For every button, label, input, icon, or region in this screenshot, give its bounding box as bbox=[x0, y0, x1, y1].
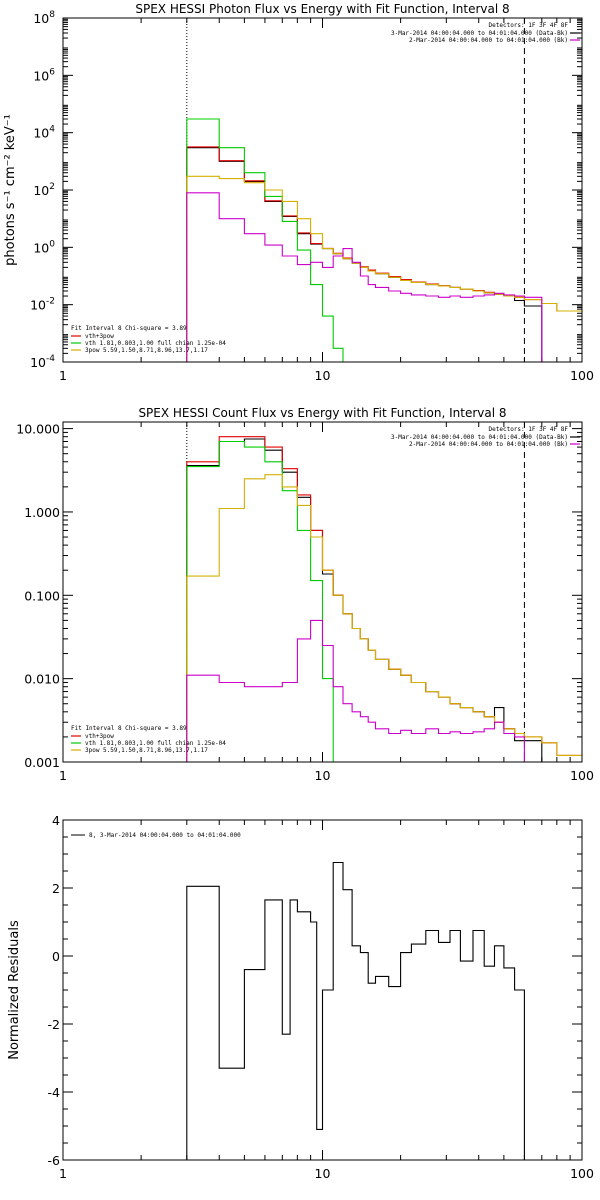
y-tick-label: 0 bbox=[52, 949, 60, 964]
series-3pow bbox=[186, 474, 582, 762]
x-tick-label: 1 bbox=[59, 1166, 67, 1181]
legend-top-line: 3-Mar-2014 04:00:04.000 to 04:01:04.000 … bbox=[391, 30, 568, 37]
legend-bottom-line: vth 1.81,0.803,1.00 full chian 1.25e-04 bbox=[85, 340, 226, 347]
legend-bottom-line: vth+3pow bbox=[85, 333, 114, 340]
legend-bottom-line: vth+3pow bbox=[85, 733, 114, 740]
series-vth-3pow bbox=[186, 436, 582, 762]
series-bk bbox=[186, 192, 543, 362]
y-tick-label: -4 bbox=[48, 1085, 61, 1100]
y-tick-label: 108 bbox=[33, 10, 55, 26]
series-vth bbox=[186, 440, 343, 762]
legend-bottom-line: 3pow 5.59,1.50,8.71,8.96,13.7,1.17 bbox=[85, 747, 208, 754]
legend-bottom-heading: Fit Interval 8 Chi-square = 3.89 bbox=[71, 725, 187, 732]
legend-top-line: 2-Mar-2014 04:00:04.000 to 04:01:04.000 … bbox=[409, 441, 568, 448]
y-tick-label: 0.001 bbox=[24, 755, 60, 770]
x-tick-label: 100 bbox=[570, 768, 594, 783]
y-tick-label: 4 bbox=[52, 813, 60, 828]
plot-frame bbox=[62, 819, 583, 1161]
x-tick-label: 100 bbox=[570, 368, 594, 383]
series-vth-3pow bbox=[186, 146, 582, 362]
plot-frame bbox=[62, 17, 583, 363]
series-data-bk bbox=[186, 147, 543, 362]
chart-title: SPEX HESSI Photon Flux vs Energy with Fi… bbox=[135, 2, 509, 16]
x-tick-label: 10 bbox=[315, 368, 331, 383]
legend-top-line: 2-Mar-2014 04:00:04.000 to 04:01:04.000 … bbox=[409, 37, 568, 44]
x-tick-label: 1 bbox=[59, 368, 67, 383]
y-axis-label: Normalized Residuals bbox=[7, 920, 22, 1060]
y-tick-label: 2 bbox=[52, 881, 60, 896]
legend-label: 8, 3-Mar-2014 04:00:04.000 to 04:01:04.0… bbox=[89, 832, 241, 839]
y-tick-label: 100 bbox=[33, 239, 55, 255]
series-vth bbox=[186, 118, 361, 362]
y-tick-label: 10-4 bbox=[30, 354, 55, 370]
y-tick-label: 10-2 bbox=[30, 297, 55, 313]
series-residuals bbox=[186, 861, 525, 1160]
chart-title: SPEX HESSI Count Flux vs Energy with Fit… bbox=[138, 406, 506, 420]
y-tick-label: 106 bbox=[33, 67, 55, 83]
y-tick-label: -2 bbox=[48, 1017, 60, 1032]
legend-top-line: 3-Mar-2014 04:00:04.000 to 04:01:04.000 … bbox=[391, 434, 568, 441]
legend-bottom-heading: Fit Interval 8 Chi-square = 3.89 bbox=[71, 325, 187, 332]
series-3pow bbox=[186, 175, 582, 362]
chart-panel-3: 1 10 100 -6 -4 -2 0 2 4 Normalized Residuals 8, 3-… bbox=[7, 813, 594, 1181]
x-tick-label: 10 bbox=[315, 768, 331, 783]
x-tick-label: 100 bbox=[570, 1166, 594, 1181]
legend-bottom-line: vth 1.81,0.803,1.00 full chian 1.25e-04 bbox=[85, 740, 226, 747]
series-bk bbox=[186, 619, 525, 762]
legend-top-heading: Detectors: 1F 3F 4F 8F bbox=[489, 426, 569, 433]
chart-panel-2: SPEX HESSI Count Flux vs Energy with Fit… bbox=[16, 406, 594, 783]
legend-bottom-line: 3pow 5.59,1.50,8.71,8.96,13.7,1.17 bbox=[85, 347, 208, 354]
plot-frame bbox=[62, 421, 583, 763]
y-tick-label: 10.000 bbox=[16, 422, 60, 437]
x-tick-label: 10 bbox=[315, 1166, 331, 1181]
y-tick-label: 0.100 bbox=[24, 588, 60, 603]
x-tick-label: 1 bbox=[59, 768, 67, 783]
y-tick-label: -6 bbox=[48, 1153, 61, 1168]
y-tick-label: 1.000 bbox=[24, 505, 60, 520]
y-tick-label: 0.010 bbox=[24, 672, 60, 687]
series-layer bbox=[186, 436, 582, 762]
chart-panel-1: SPEX HESSI Photon Flux vs Energy with Fi… bbox=[3, 2, 594, 383]
y-tick-label: 104 bbox=[33, 125, 55, 141]
y-axis-label: photons s⁻¹ cm⁻² keV⁻¹ bbox=[3, 114, 18, 266]
y-tick-label: 102 bbox=[33, 182, 55, 198]
series-layer bbox=[186, 861, 525, 1160]
legend-top-heading: Detectors: 1F 3F 4F 8F bbox=[489, 22, 569, 29]
series-data-bk bbox=[186, 438, 543, 762]
series-layer bbox=[186, 118, 582, 362]
